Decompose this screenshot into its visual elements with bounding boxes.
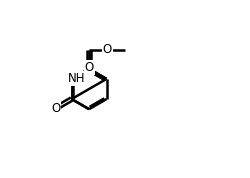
Text: O: O bbox=[102, 43, 112, 56]
Text: NH: NH bbox=[68, 72, 85, 85]
Text: O: O bbox=[84, 61, 94, 74]
Text: O: O bbox=[51, 102, 60, 115]
